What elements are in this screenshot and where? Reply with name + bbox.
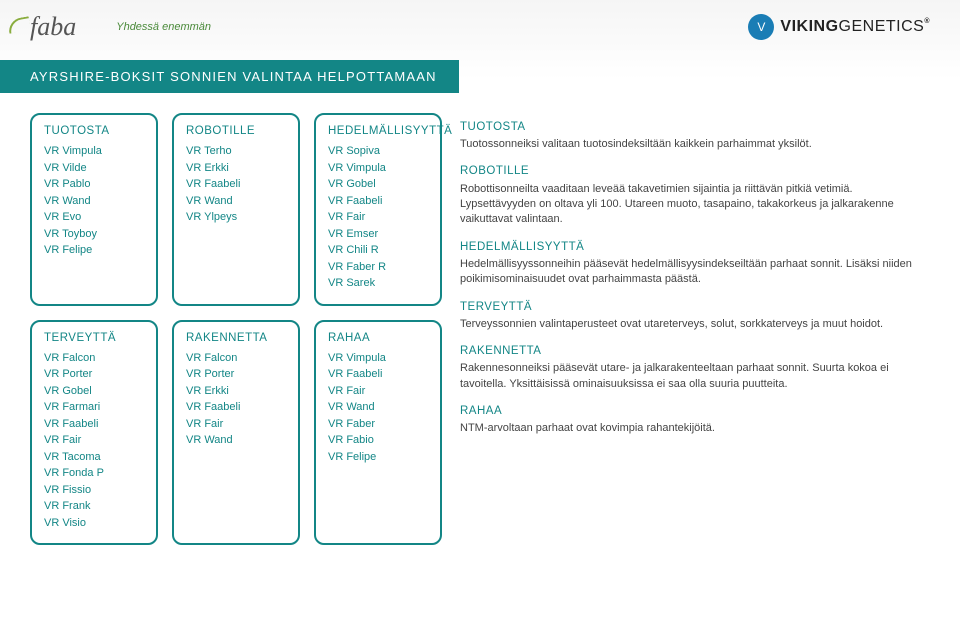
vg-light: GENETICS <box>839 18 925 35</box>
category-box-item: VR Wand <box>186 432 286 449</box>
category-box-item: VR Toyboy <box>44 226 144 243</box>
category-box-items: VR VimpulaVR VildeVR PabloVR WandVR EvoV… <box>44 143 144 259</box>
category-box-title: ROBOTILLE <box>186 125 286 137</box>
category-box-item: VR Falcon <box>186 350 286 367</box>
category-box-title: TERVEYTTÄ <box>44 332 144 344</box>
description-block: RAKENNETTA Rakennesonneiksi pääsevät utar… <box>460 343 930 392</box>
category-box-items: VR FalconVR PorterVR ErkkiVR FaabeliVR F… <box>186 350 286 449</box>
vg-badge-icon: V <box>748 14 774 40</box>
description-text: Robottisonneilta vaaditaan leveää takave… <box>460 182 930 228</box>
category-box-item: VR Erkki <box>186 160 286 177</box>
category-box-item: VR Gobel <box>328 176 428 193</box>
description-text: Hedelmällisyyssonneihin pääsevät hedelmä… <box>460 257 930 288</box>
category-box-items: VR VimpulaVR FaabeliVR FairVR WandVR Fab… <box>328 350 428 466</box>
category-box-item: VR Terho <box>186 143 286 160</box>
category-box-item: VR Faabeli <box>328 366 428 383</box>
category-box-title: TUOTOSTA <box>44 125 144 137</box>
description-block: ROBOTILLE Robottisonneilta vaaditaan leve… <box>460 163 930 227</box>
description-text: Tuotossonneiksi valitaan tuotosindeksilt… <box>460 137 930 152</box>
category-box-item: VR Felipe <box>328 449 428 466</box>
category-box: RAHAAVR VimpulaVR FaabeliVR FairVR WandV… <box>314 320 442 546</box>
vg-bold: VIKING <box>780 18 838 35</box>
description-block: TUOTOSTA Tuotossonneiksi valitaan tuotosi… <box>460 119 930 152</box>
description-title: TERVEYTTÄ <box>460 299 930 315</box>
description-title: TUOTOSTA <box>460 119 930 135</box>
category-box: ROBOTILLE VR TerhoVR ErkkiVR FaabeliVR Wa… <box>172 113 300 306</box>
description-title: ROBOTILLE <box>460 163 930 179</box>
description-block: TERVEYTTÄ Terveyssonnien valintaperusteet… <box>460 299 930 332</box>
description-text: Terveyssonnien valintaperusteet ovat uta… <box>460 317 930 332</box>
category-box-item: VR Frank <box>44 498 144 515</box>
category-box-title: RAHAA <box>328 332 428 344</box>
category-box-item: VR Fabio <box>328 432 428 449</box>
category-box-item: VR Vimpula <box>328 350 428 367</box>
category-box-item: VR Sarek <box>328 275 428 292</box>
category-box-item: VR Ylpeys <box>186 209 286 226</box>
description-title: RAKENNETTA <box>460 343 930 359</box>
banner-title: AYRSHIRE-BOKSIT SONNIEN VALINTAA HELPOTT… <box>30 69 437 84</box>
category-box-item: VR Fonda P <box>44 465 144 482</box>
description-block: RAHAA NTM-arvoltaan parhaat ovat kovimpia… <box>460 403 930 436</box>
category-box-item: VR Gobel <box>44 383 144 400</box>
description-title: HEDELMÄLLISYYTTÄ <box>460 239 930 255</box>
category-box-item: VR Wand <box>44 193 144 210</box>
category-box-item: VR Vilde <box>44 160 144 177</box>
category-box-item: VR Evo <box>44 209 144 226</box>
vg-registered-icon: ® <box>924 18 930 25</box>
header-left: faba Yhdessä enemmän <box>30 12 211 42</box>
category-box-items: VR TerhoVR ErkkiVR FaabeliVR WandVR Ylpe… <box>186 143 286 226</box>
category-box-item: VR Faabeli <box>328 193 428 210</box>
category-box-title: HEDELMÄLLISYYTTÄ <box>328 125 428 137</box>
faba-logo: faba <box>30 12 76 42</box>
category-box-title: RAKENNETTA <box>186 332 286 344</box>
category-box-item: VR Chili R <box>328 242 428 259</box>
category-box-item: VR Vimpula <box>328 160 428 177</box>
category-box-item: VR Wand <box>328 399 428 416</box>
category-box-item: VR Fair <box>328 383 428 400</box>
category-box-item: VR Faber <box>328 416 428 433</box>
category-box-item: VR Emser <box>328 226 428 243</box>
category-box-item: VR Farmari <box>44 399 144 416</box>
category-box-item: VR Tacoma <box>44 449 144 466</box>
category-box-items: VR FalconVR PorterVR GobelVR FarmariVR F… <box>44 350 144 532</box>
category-box-item: VR Erkki <box>186 383 286 400</box>
category-box-item: VR Felipe <box>44 242 144 259</box>
category-box: TUOTOSTA VR VimpulaVR VildeVR PabloVR Wan… <box>30 113 158 306</box>
description-text: NTM-arvoltaan parhaat ovat kovimpia raha… <box>460 421 930 436</box>
description-text: Rakennesonneiksi pääsevät utare- ja jalk… <box>460 361 930 392</box>
category-box-item: VR Falcon <box>44 350 144 367</box>
category-box-item: VR Faabeli <box>44 416 144 433</box>
category-box-item: VR Fair <box>328 209 428 226</box>
main-content: TUOTOSTAVR VimpulaVR VildeVR PabloVR Wan… <box>0 93 960 565</box>
page-header: faba Yhdessä enemmän V VIKINGGENETICS® <box>0 0 960 50</box>
description-block: HEDELMÄLLISYYTTÄ Hedelmällisyyssonneihin … <box>460 239 930 288</box>
category-box-items: VR SopivaVR VimpulaVR GobelVR FaabeliVR … <box>328 143 428 292</box>
category-box-item: VR Sopiva <box>328 143 428 160</box>
page-banner: AYRSHIRE-BOKSIT SONNIEN VALINTAA HELPOTT… <box>0 60 459 93</box>
category-box: HEDELMÄLLISYYTTÄ VR SopivaVR VimpulaVR Go… <box>314 113 442 306</box>
category-box-item: VR Porter <box>44 366 144 383</box>
category-box-item: VR Visio <box>44 515 144 532</box>
category-box-item: VR Faabeli <box>186 399 286 416</box>
header-slogan: Yhdessä enemmän <box>116 21 211 33</box>
category-box-item: VR Pablo <box>44 176 144 193</box>
vg-text: VIKINGGENETICS® <box>780 18 930 36</box>
category-box: TERVEYTTÄVR FalconVR PorterVR GobelVR Fa… <box>30 320 158 546</box>
category-box-item: VR Vimpula <box>44 143 144 160</box>
category-box-item: VR Fair <box>44 432 144 449</box>
category-boxes-grid: TUOTOSTAVR VimpulaVR VildeVR PabloVR Wan… <box>30 113 442 545</box>
descriptions-column: TUOTOSTA Tuotossonneiksi valitaan tuotosi… <box>460 113 930 545</box>
category-box-item: VR Faber R <box>328 259 428 276</box>
category-box-item: VR Fissio <box>44 482 144 499</box>
description-title: RAHAA <box>460 403 930 419</box>
category-box-item: VR Wand <box>186 193 286 210</box>
category-box-item: VR Faabeli <box>186 176 286 193</box>
vikinggenetics-logo: V VIKINGGENETICS® <box>748 14 930 40</box>
category-box-item: VR Fair <box>186 416 286 433</box>
category-box: RAKENNETTAVR FalconVR PorterVR ErkkiVR F… <box>172 320 300 546</box>
category-box-item: VR Porter <box>186 366 286 383</box>
